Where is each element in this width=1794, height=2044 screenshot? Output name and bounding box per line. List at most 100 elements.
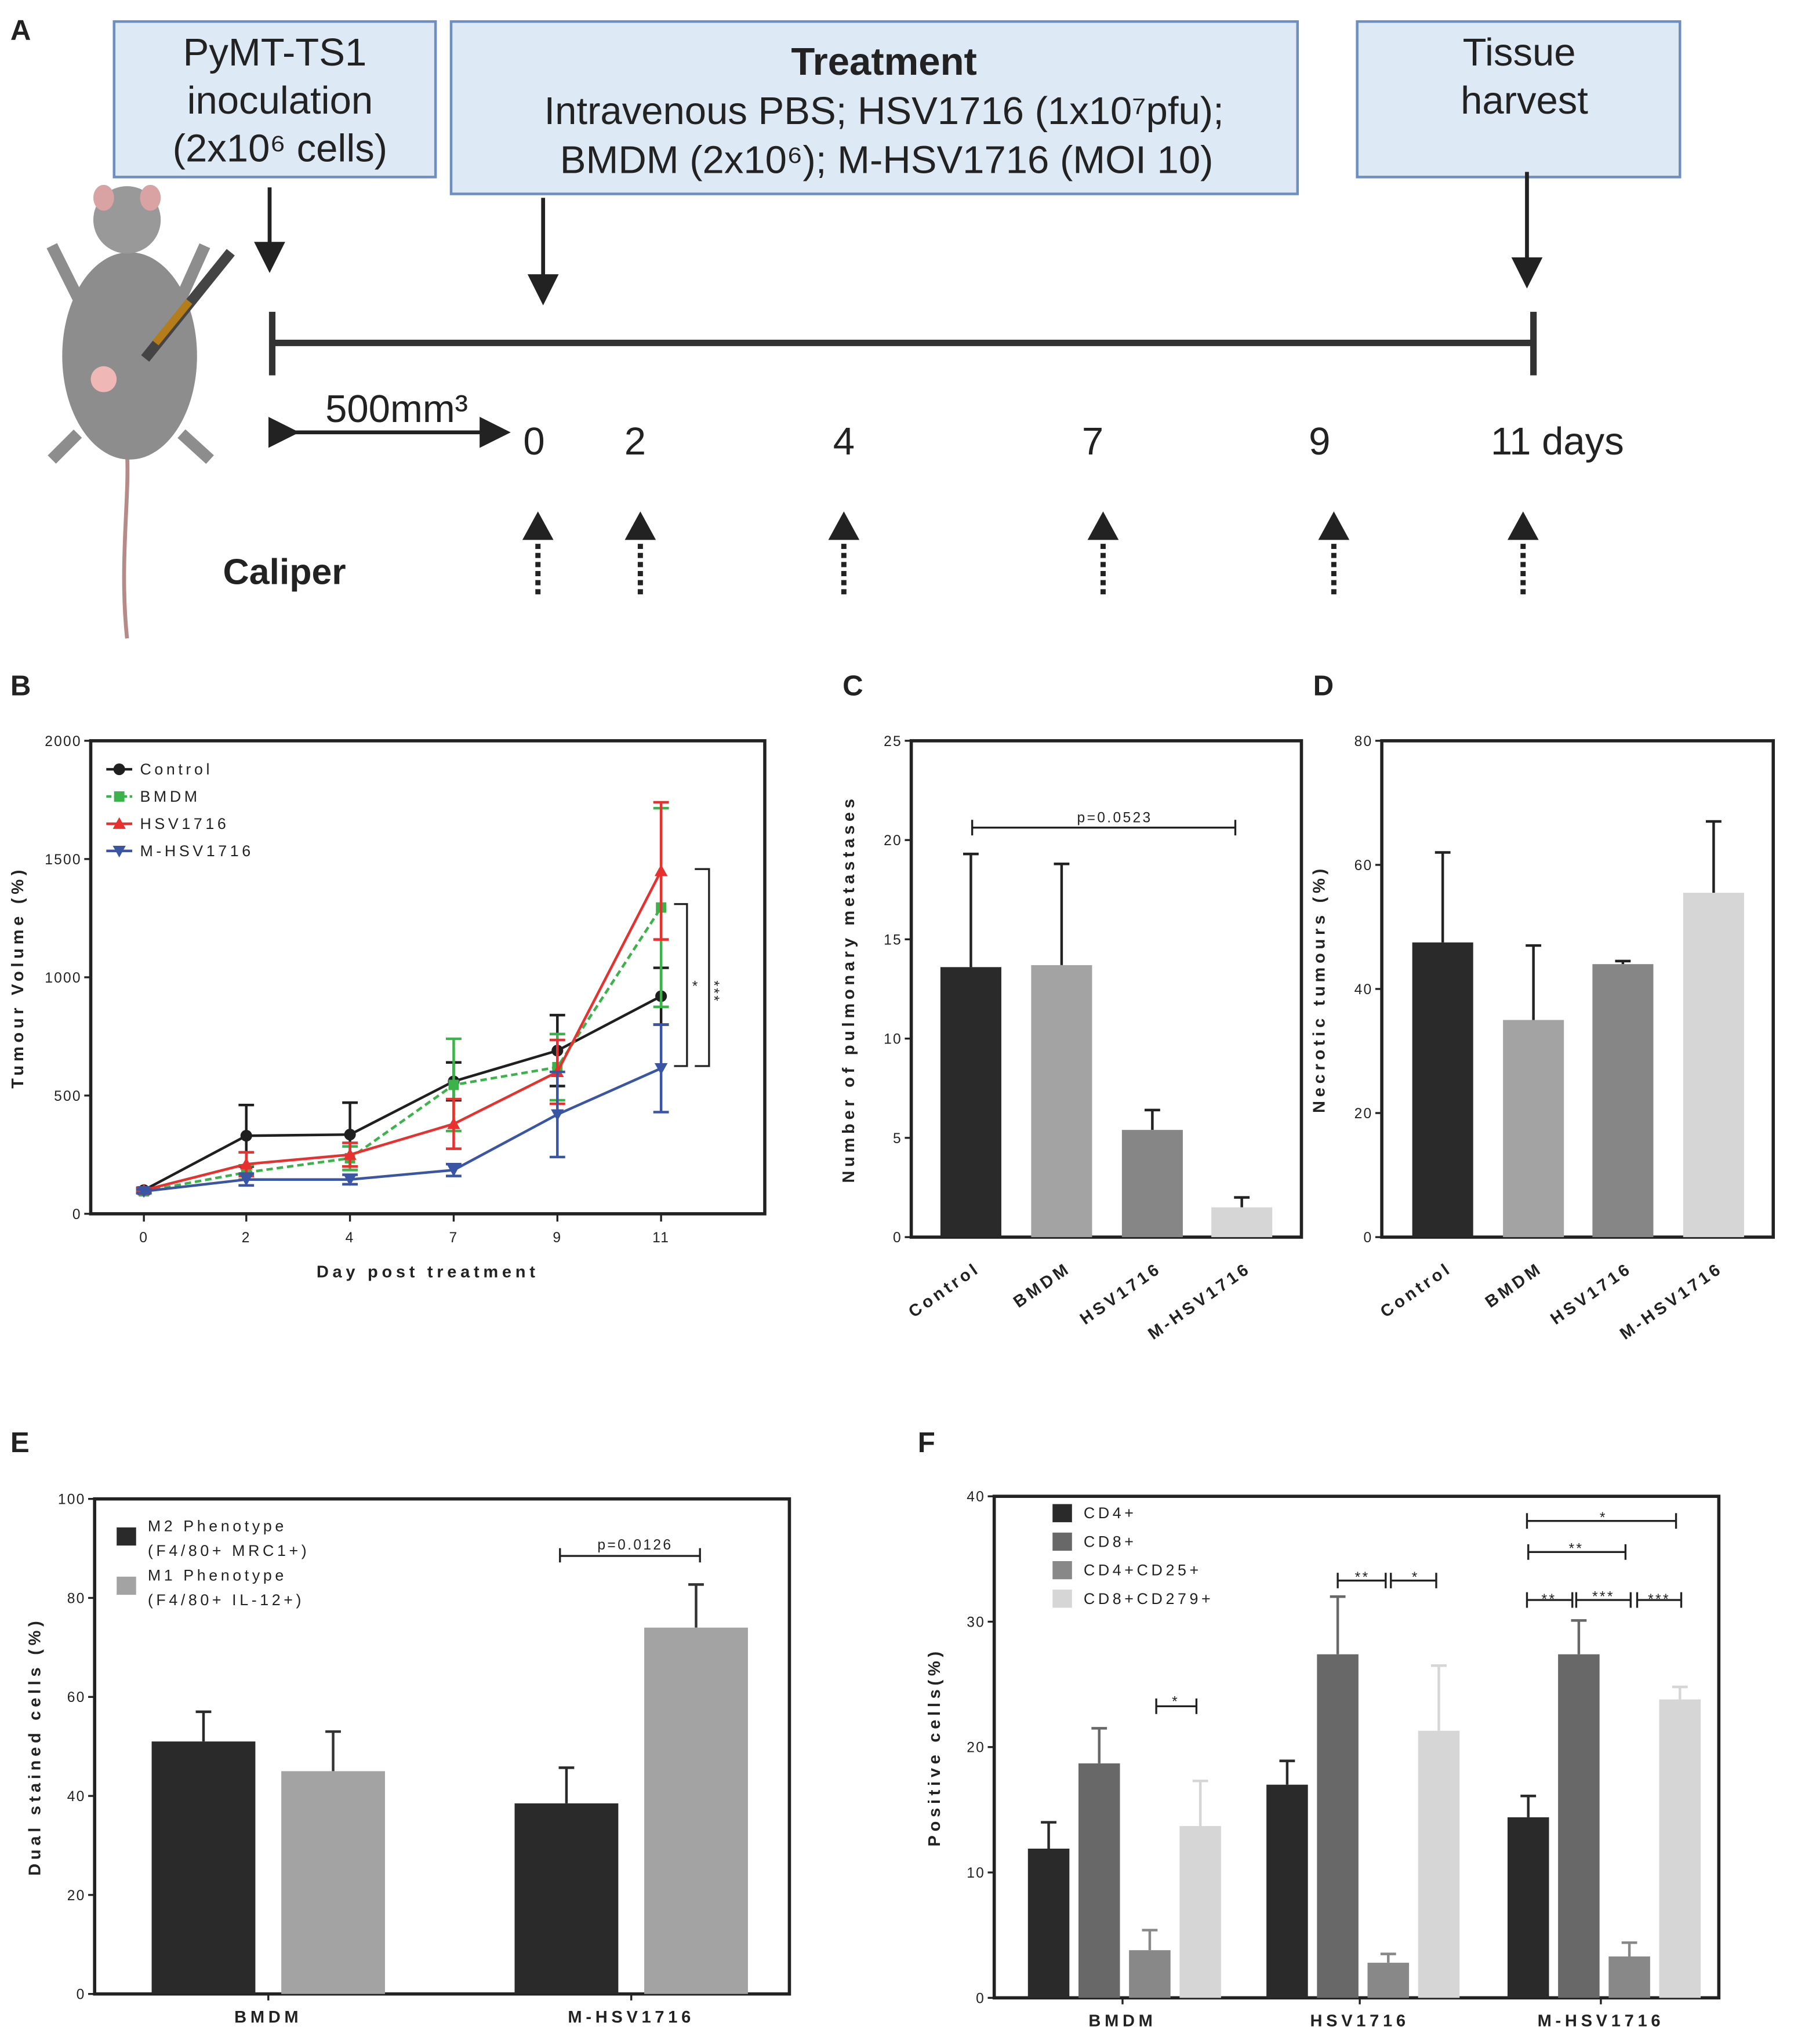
series-line xyxy=(143,1067,662,1193)
x-tick-label: 0 xyxy=(139,1230,148,1246)
timeline: 500mm³ 0 2 4 7 9 11 days Caliper xyxy=(223,172,1624,597)
box1-line3: (2x10⁶ cells) xyxy=(173,127,387,170)
sig-f-6: ** xyxy=(1542,1592,1557,1607)
y-tick-label: 0 xyxy=(976,1991,985,2006)
y-tick-label: 10 xyxy=(967,1865,985,1881)
legend-swatch xyxy=(1052,1504,1072,1522)
harvest-line1: Tissue xyxy=(1463,31,1576,74)
y-axis-label: Positive cells(%) xyxy=(925,1647,944,1846)
bar-bmdm-cd8-cd279- xyxy=(1179,1826,1221,1998)
day-4: 4 xyxy=(833,420,855,463)
sig-f-2: ** xyxy=(1355,1570,1370,1585)
caliper-arrow-icon xyxy=(522,511,554,540)
x-tick-label: BMDM xyxy=(1482,1259,1546,1312)
x-tick-label: Control xyxy=(1377,1259,1455,1322)
y-tick-label: 500 xyxy=(54,1089,82,1104)
caliper-arrow-icon xyxy=(1507,511,1539,540)
harvest-line2: harvest xyxy=(1461,79,1588,122)
y-tick-label: 40 xyxy=(67,1789,86,1805)
y-tick-label: 0 xyxy=(893,1230,902,1246)
bar-hsv1716-cd4- xyxy=(1266,1784,1308,1998)
y-tick-label: 10 xyxy=(884,1032,902,1048)
x-tick-label: HSV1716 xyxy=(1310,2012,1409,2031)
bar-m-hsv1716 xyxy=(1683,893,1744,1238)
series-hsv1716 xyxy=(136,801,669,1196)
panel-a: A PyMT-TS1 inoculation (2x10⁶ cells) Tre… xyxy=(10,14,1682,639)
panel-letter-f: F xyxy=(918,1427,935,1459)
legend-label: CD4+ xyxy=(1084,1504,1137,1522)
legend-marker xyxy=(114,791,125,802)
chart-e-dual-stained: 0 20 40 60 80 100 Dual stained cells (%) BMDM M-… xyxy=(26,1492,791,2027)
data-point xyxy=(448,1079,459,1090)
series-line xyxy=(143,870,663,1192)
p-value-e: p=0.0126 xyxy=(597,1537,673,1553)
y-tick-label: 20 xyxy=(1354,1106,1373,1122)
y-axis-label: Tumour Volume (%) xyxy=(9,866,27,1089)
y-axis-label: Dual stained cells (%) xyxy=(26,1617,44,1876)
treatment-line2: BMDM (2x10⁶); M-HSV1716 (MOI 10) xyxy=(560,139,1214,182)
legend-label: CD4+CD25+ xyxy=(1084,1562,1202,1579)
data-point xyxy=(239,1174,253,1186)
legend-sublabel: (F4/80+ IL-12+) xyxy=(148,1591,304,1609)
x-tick-label: BMDM xyxy=(234,2008,302,2027)
p-value-c: p=0.0523 xyxy=(1077,810,1153,826)
legend-label: M-HSV1716 xyxy=(140,842,253,860)
bar-bmdm-m1-phenotype xyxy=(281,1771,385,1994)
panel-letter-a: A xyxy=(10,14,31,46)
treatment-box: Treatment Intravenous PBS; HSV1716 (1x10… xyxy=(449,20,1299,195)
y-tick-label: 15 xyxy=(884,932,902,948)
bar-hsv1716-cd4-cd25- xyxy=(1367,1962,1410,1998)
x-tick-label: HSV1716 xyxy=(1077,1259,1165,1329)
y-axis-label: Necrotic tumours (%) xyxy=(1310,865,1329,1113)
chart-d-necrotic: 0 20 40 60 80 Necrotic tumours (%) Control BMDM… xyxy=(1310,734,1775,1344)
x-tick-label: M-HSV1716 xyxy=(568,2008,695,2027)
legend-marker xyxy=(113,763,125,776)
day-7: 7 xyxy=(1082,420,1103,463)
sig-b-star1: * xyxy=(692,979,700,994)
bar-control xyxy=(940,967,1001,1238)
panel-letter-b: B xyxy=(10,670,31,702)
x-tick-label: 7 xyxy=(449,1230,458,1246)
x-tick-label: 4 xyxy=(346,1230,355,1246)
data-point xyxy=(447,1117,460,1129)
bar-bmdm xyxy=(1031,965,1092,1238)
caliper-arrow-icon xyxy=(1318,511,1350,540)
box1-line1: PyMT-TS1 xyxy=(183,31,367,74)
x-axis-label: Day post treatment xyxy=(317,1263,539,1281)
sig-f-8: *** xyxy=(1648,1592,1670,1607)
sig-f-7: *** xyxy=(1592,1589,1615,1605)
bar-m-hsv1716-m1-phenotype xyxy=(644,1627,748,1994)
plot-frame xyxy=(909,739,1303,1239)
y-tick-label: 25 xyxy=(884,734,902,750)
bar-m-hsv1716-cd4-cd25- xyxy=(1608,1956,1650,1998)
data-point xyxy=(447,1165,460,1177)
bar-control xyxy=(1412,942,1473,1238)
legend-swatch xyxy=(1052,1561,1072,1580)
data-point xyxy=(343,1174,357,1186)
panel-letter-c: C xyxy=(842,670,863,702)
bar-hsv1716-cd8- xyxy=(1317,1654,1359,1998)
day-2: 2 xyxy=(624,420,646,463)
y-axis-label: Number of pulmonary metastases xyxy=(840,795,858,1183)
bar-hsv1716-cd8-cd279- xyxy=(1418,1730,1460,1998)
mouse-illustration-icon xyxy=(46,184,235,639)
legend-swatch xyxy=(1052,1532,1072,1551)
annotations xyxy=(559,820,1683,1714)
plot-frame xyxy=(89,739,767,1216)
series-control xyxy=(136,966,669,1196)
data-point xyxy=(137,1186,151,1198)
x-tick-label: BMDM xyxy=(1088,2012,1156,2031)
y-tick-label: 2000 xyxy=(45,734,82,750)
plot-frame xyxy=(93,1497,791,1996)
bar-m-hsv1716-m2-phenotype xyxy=(514,1803,619,1994)
legend-swatch xyxy=(1052,1590,1072,1608)
x-tick-label: 9 xyxy=(553,1230,562,1246)
chart-c-metastases: 0 5 10 15 20 25 Number of pulmonary metastases… xyxy=(840,734,1303,1344)
legend-label: M1 Phenotype xyxy=(148,1567,287,1584)
data-point xyxy=(654,864,668,876)
box1-line2: inoculation xyxy=(187,79,373,122)
caliper-arrow-icon xyxy=(828,511,860,540)
y-tick-label: 1000 xyxy=(45,970,82,986)
legend-label: M2 Phenotype xyxy=(148,1518,287,1535)
y-tick-label: 30 xyxy=(967,1614,985,1630)
